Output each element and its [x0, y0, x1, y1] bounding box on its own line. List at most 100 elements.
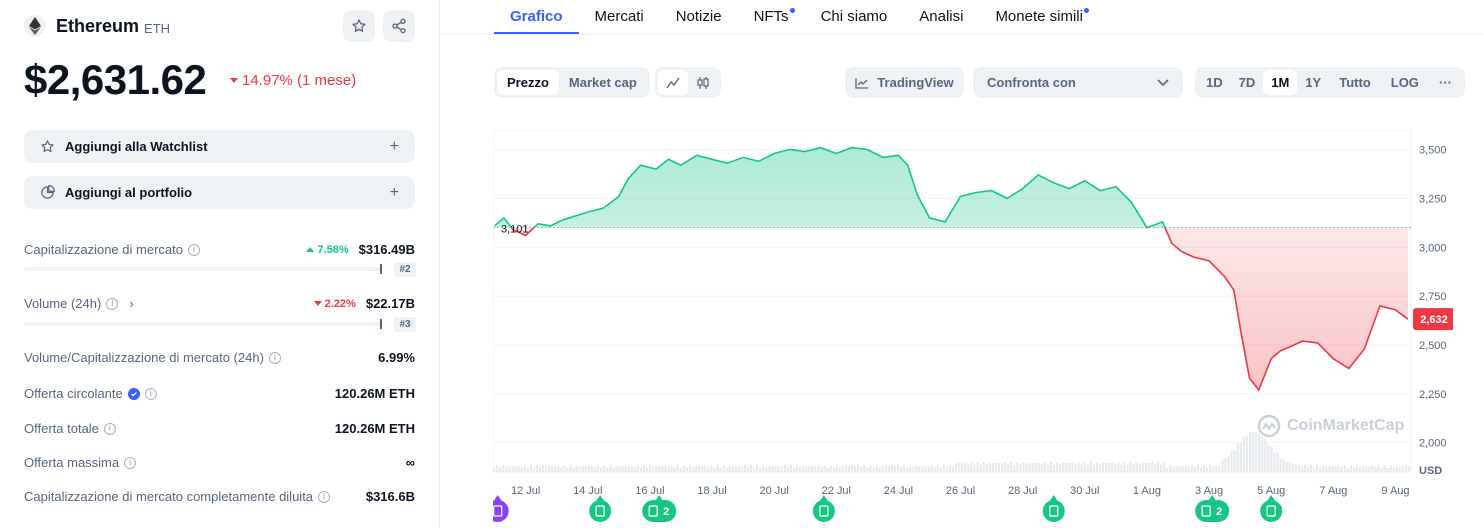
- volume-bar: [1328, 465, 1331, 472]
- info-icon[interactable]: i: [103, 422, 116, 435]
- volume-bar: [1098, 463, 1102, 472]
- volume-bar: [799, 466, 802, 472]
- range-1m[interactable]: 1M: [1263, 70, 1298, 95]
- info-icon[interactable]: i: [144, 387, 157, 400]
- news-event-marker[interactable]: [1042, 495, 1065, 522]
- compare-dropdown[interactable]: Confronta con: [973, 67, 1183, 98]
- volume-bar: [587, 466, 591, 472]
- watermark-text: CoinMarketCap: [1287, 417, 1405, 434]
- volume-bar: [621, 465, 624, 472]
- volume-bar: [942, 465, 946, 472]
- market-cap-value: $316.49B: [358, 242, 415, 257]
- volume-bar: [768, 465, 771, 472]
- volume-bar: [578, 466, 581, 472]
- volume-bar: [1294, 464, 1297, 472]
- volume-bar: [1071, 462, 1074, 472]
- plus-icon: +: [389, 137, 399, 155]
- tab-mercati[interactable]: Mercati: [579, 0, 660, 34]
- volume-bar: [939, 467, 942, 472]
- tab-grafico[interactable]: Grafico: [494, 0, 579, 34]
- volume-bar: [1025, 463, 1028, 472]
- candlestick-button[interactable]: [688, 70, 718, 95]
- volume-bar: [1086, 464, 1089, 472]
- volume-bar: [1239, 442, 1242, 472]
- market-cap-mode-button[interactable]: Market cap: [568, 75, 637, 90]
- chevron-right-icon[interactable]: ›: [129, 296, 134, 311]
- tab-analisi[interactable]: Analisi: [903, 0, 979, 34]
- volume-bar: [1221, 460, 1224, 472]
- volume-bar: [1019, 464, 1022, 472]
- add-to-watchlist-button[interactable]: Aggiungi alla Watchlist +: [24, 130, 415, 163]
- volume-bar: [1248, 432, 1252, 472]
- volume-bar: [1166, 467, 1169, 472]
- tab-nfts[interactable]: NFTs: [738, 0, 805, 34]
- tab-notizie[interactable]: Notizie: [660, 0, 738, 34]
- news-event-marker[interactable]: [589, 495, 612, 522]
- volume-bar: [609, 465, 612, 472]
- tab-chi-siamo[interactable]: Chi siamo: [805, 0, 904, 34]
- add-to-portfolio-button[interactable]: Aggiungi al portfolio +: [24, 176, 415, 209]
- more-options-button[interactable]: ···: [1438, 75, 1452, 90]
- line-chart-button[interactable]: [658, 70, 688, 95]
- volume-bar: [854, 466, 857, 472]
- volume-bar: [1404, 465, 1408, 472]
- x-tick-label: 28 Jul: [1008, 485, 1037, 497]
- info-icon[interactable]: i: [106, 297, 119, 310]
- news-event-marker[interactable]: [812, 495, 835, 522]
- volume-bar: [1059, 463, 1062, 472]
- share-button[interactable]: [383, 10, 415, 42]
- x-tick-label: 3 Aug: [1195, 485, 1223, 497]
- range-log[interactable]: LOG: [1390, 75, 1419, 90]
- price-mode-button[interactable]: Prezzo: [497, 70, 559, 95]
- volume-bar: [820, 467, 823, 472]
- volume-bar: [1163, 462, 1166, 472]
- info-icon[interactable]: i: [187, 243, 200, 256]
- news-event-marker[interactable]: [493, 495, 509, 522]
- volume-bar: [1004, 462, 1007, 472]
- volume-cap-value: 6.99%: [378, 350, 415, 365]
- range-7d[interactable]: 7D: [1238, 75, 1256, 90]
- line-chart-icon: [666, 77, 680, 88]
- price-chart[interactable]: 3,500 3,250 3,000 2,750 2,500 2,250 2,000 USD 3,…: [493, 130, 1453, 528]
- star-icon: [352, 19, 366, 32]
- star-button[interactable]: [343, 10, 375, 42]
- info-icon[interactable]: i: [268, 351, 281, 364]
- portfolio-label: Aggiungi al portfolio: [65, 185, 193, 200]
- volume-bar: [835, 465, 838, 472]
- news-event-marker[interactable]: 2: [1195, 495, 1230, 522]
- range-1d[interactable]: 1D: [1206, 75, 1223, 90]
- tradingview-button[interactable]: TradingView: [845, 67, 964, 98]
- range-1y[interactable]: 1Y: [1305, 75, 1322, 90]
- volume-bar: [1349, 465, 1352, 472]
- news-event-marker[interactable]: 2: [642, 495, 677, 522]
- info-icon[interactable]: i: [124, 456, 137, 469]
- volume-bar: [618, 466, 621, 472]
- volume-bar: [832, 467, 835, 472]
- range-tutto[interactable]: Tutto: [1339, 75, 1371, 90]
- stat-label: Offerta massima: [24, 455, 120, 470]
- volume-bar: [1389, 465, 1392, 472]
- x-tick-label: 14 Jul: [573, 485, 602, 497]
- volume-bar: [997, 462, 1001, 472]
- tab-monete-simili[interactable]: Monete simili: [979, 0, 1099, 34]
- volume-bar: [569, 465, 572, 472]
- volume-bar: [566, 467, 569, 472]
- volume-bar: [1150, 462, 1154, 472]
- volume-bar: [982, 462, 985, 472]
- volume-bar: [1199, 467, 1203, 472]
- y-tick-label: 2,750: [1419, 291, 1447, 303]
- y-tick-label: 2,250: [1419, 389, 1447, 401]
- volume-bar: [991, 463, 994, 472]
- volume-bar: [930, 465, 933, 472]
- news-event-marker[interactable]: [1260, 495, 1283, 522]
- volume-bar: [1334, 466, 1337, 472]
- volume-bar: [661, 465, 664, 472]
- volume-bar: [646, 467, 649, 472]
- info-icon[interactable]: i: [318, 490, 331, 503]
- volume-bar: [1028, 462, 1031, 472]
- volume-bar: [1083, 462, 1086, 472]
- volume-bar: [1316, 465, 1319, 472]
- volume-bar: [863, 465, 866, 472]
- volume-bar: [811, 465, 814, 472]
- volume-bar: [1319, 467, 1322, 472]
